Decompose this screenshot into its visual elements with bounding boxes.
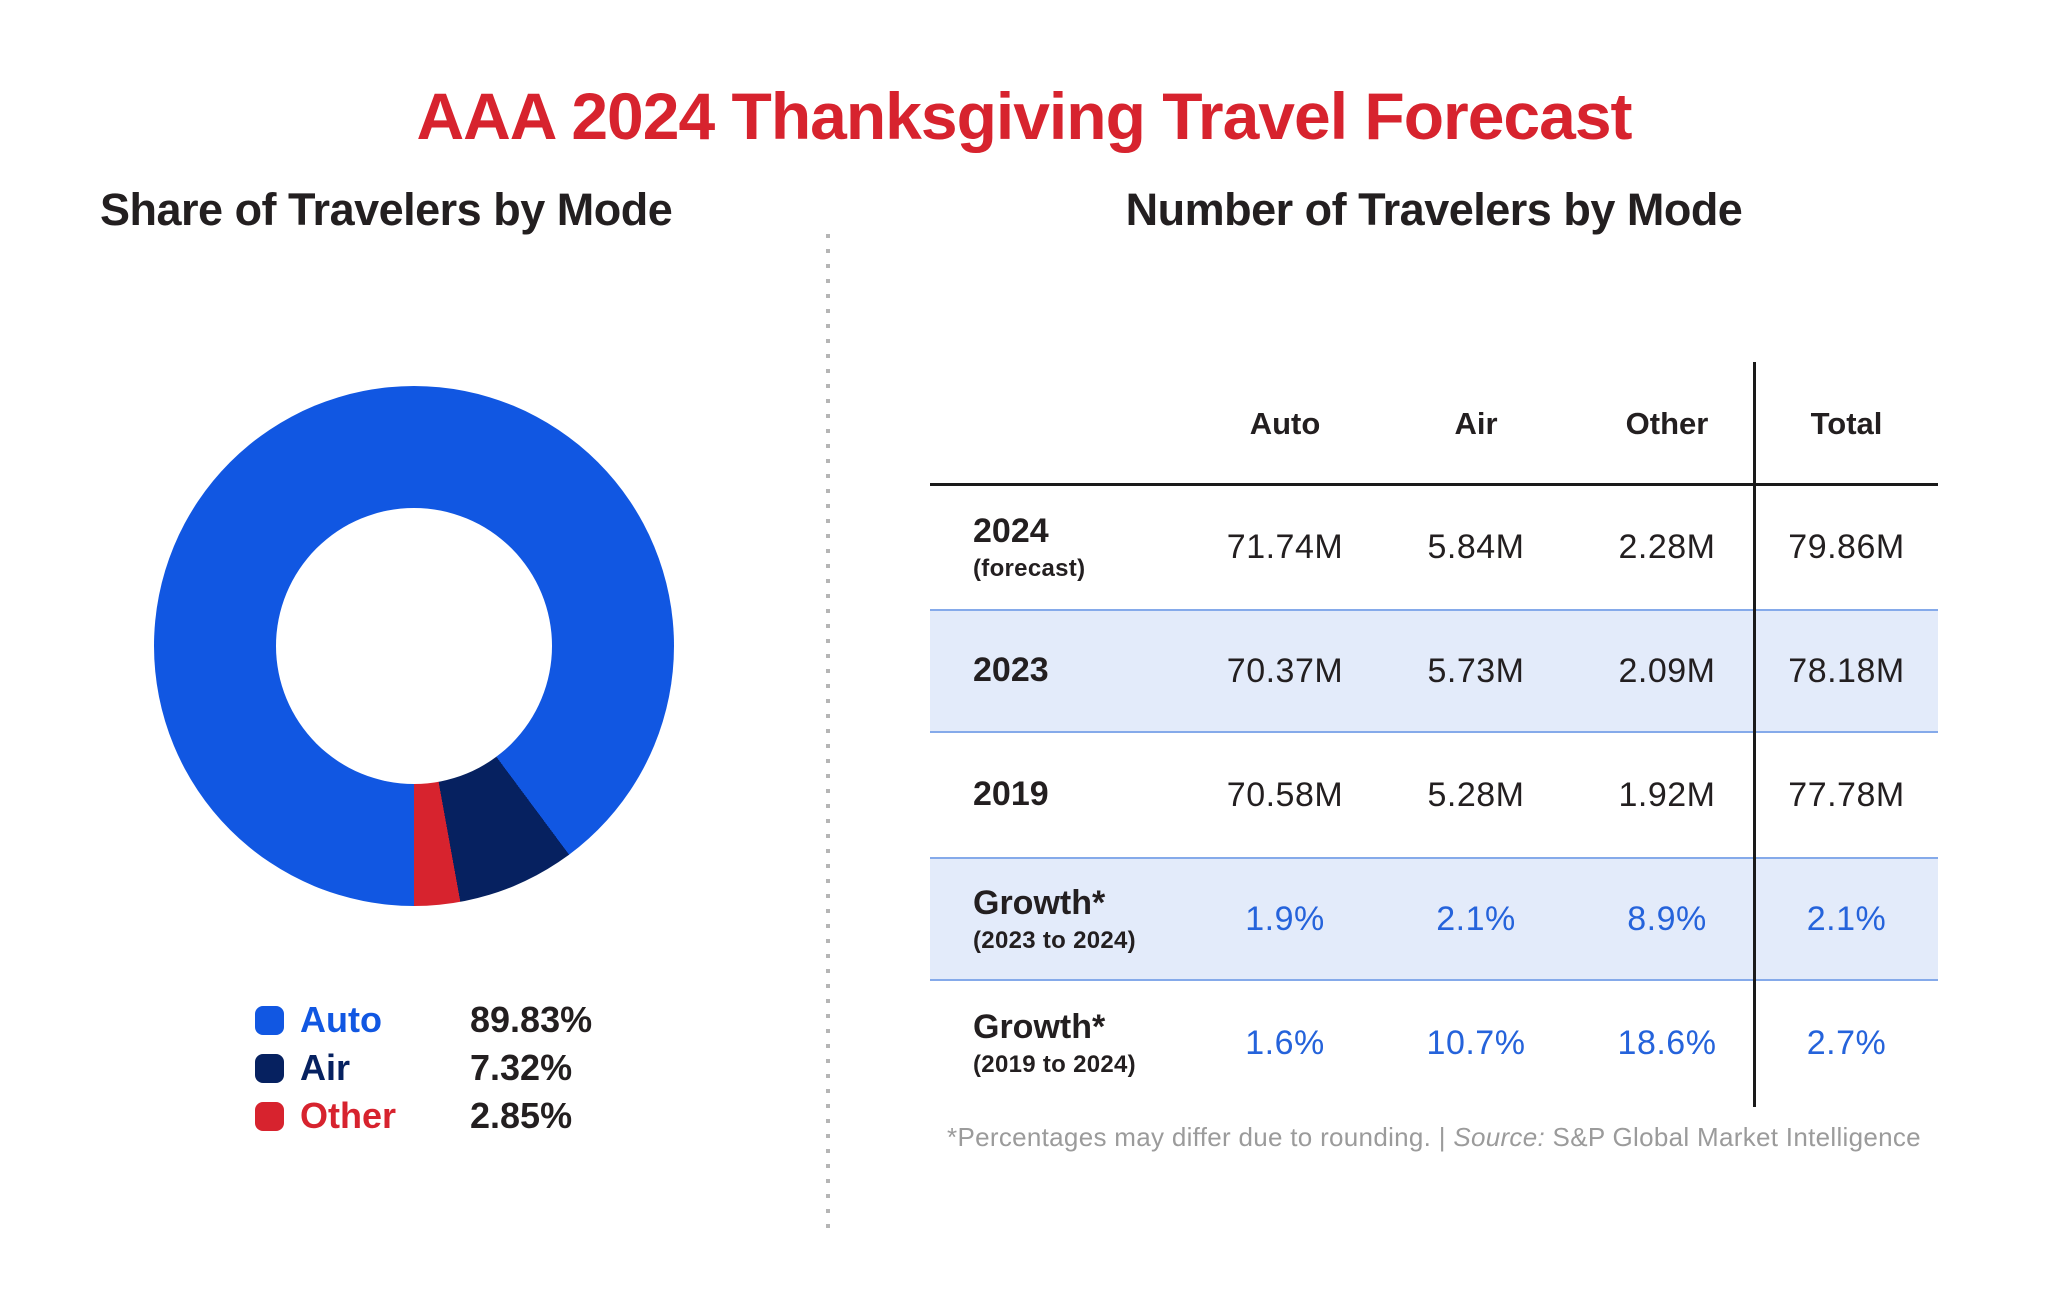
table-cell: 2.1% bbox=[1806, 899, 1887, 938]
table-body: 2024 (forecast) 71.74M 5.84M 2.28M 79.86M 2023… bbox=[930, 485, 1938, 1105]
table-cell: 79.86M bbox=[1788, 527, 1905, 566]
table-cell: 2.1% bbox=[1436, 899, 1516, 938]
table-cell: 2.7% bbox=[1806, 1023, 1887, 1062]
footnote-source-text: S&P Global Market Intelligence bbox=[1545, 1122, 1921, 1152]
table-cell: 1.9% bbox=[1245, 899, 1325, 938]
table-cell: 2.09M bbox=[1618, 651, 1716, 690]
legend-value: 7.32% bbox=[470, 1047, 573, 1088]
table-cell: 5.28M bbox=[1427, 775, 1525, 814]
row-label-cell: Growth* (2019 to 2024) bbox=[930, 1008, 1197, 1079]
table-row: 2024 (forecast) 71.74M 5.84M 2.28M 79.86M bbox=[930, 485, 1938, 609]
table-cell: 70.37M bbox=[1226, 651, 1344, 690]
dotted-divider bbox=[826, 234, 830, 1228]
row-label-cell: 2024 (forecast) bbox=[930, 512, 1197, 583]
legend-swatch bbox=[255, 1053, 284, 1083]
table-cell: 1.6% bbox=[1245, 1023, 1325, 1062]
row-label-cell: 2023 bbox=[930, 651, 1197, 690]
column-header-other: Other bbox=[1625, 405, 1709, 441]
table-cell: 2.28M bbox=[1618, 527, 1716, 566]
row-label: 2019 bbox=[973, 775, 1049, 814]
donut-chart bbox=[154, 386, 674, 906]
legend-item-other: Other 2.85% bbox=[255, 1095, 592, 1136]
table-row: 2019 70.58M 5.28M 1.92M 77.78M bbox=[930, 733, 1938, 857]
row-label: Growth* bbox=[973, 883, 1106, 922]
legend-value: 2.85% bbox=[470, 1095, 573, 1136]
row-label-cell: Growth* (2023 to 2024) bbox=[930, 884, 1197, 955]
total-column-rule bbox=[1753, 362, 1756, 1107]
donut-legend: Auto 89.83% Air 7.32% Other 2.85% bbox=[255, 999, 593, 1144]
row-label: 2024 bbox=[973, 511, 1049, 550]
legend-label: Air bbox=[300, 1047, 351, 1088]
table-cell: 18.6% bbox=[1617, 1023, 1717, 1062]
legend-item-air: Air 7.32% bbox=[255, 1047, 592, 1088]
legend-value: 89.83% bbox=[470, 999, 593, 1040]
legend-label: Auto bbox=[300, 999, 382, 1040]
travelers-table: Auto Air Other Total 2024 (forecast) 71.74M 5.… bbox=[930, 362, 1938, 1105]
row-sublabel: (2023 to 2024) bbox=[973, 926, 1136, 954]
table-section-heading: Number of Travelers by Mode bbox=[1125, 184, 1743, 235]
table-cell: 8.9% bbox=[1627, 899, 1707, 938]
table-cell: 10.7% bbox=[1426, 1023, 1526, 1062]
footnote: *Percentages may differ due to rounding.… bbox=[930, 1122, 1938, 1153]
row-label: Growth* bbox=[973, 1007, 1106, 1046]
page-title: AAA 2024 Thanksgiving Travel Forecast bbox=[416, 79, 1632, 153]
footnote-source-label: Source: bbox=[1453, 1122, 1546, 1152]
table-cell: 5.84M bbox=[1427, 527, 1525, 566]
table-cell: 78.18M bbox=[1788, 651, 1905, 690]
row-sublabel: (forecast) bbox=[973, 554, 1086, 582]
column-header-total: Total bbox=[1810, 405, 1883, 441]
table-header-rule bbox=[930, 483, 1938, 486]
table-cell: 1.92M bbox=[1618, 775, 1716, 814]
legend-item-auto: Auto 89.83% bbox=[255, 999, 593, 1040]
table-header-row: Auto Air Other Total bbox=[930, 362, 1938, 485]
legend-swatch bbox=[255, 1005, 284, 1035]
row-label-cell: 2019 bbox=[930, 775, 1197, 814]
table-row: Growth* (2023 to 2024) 1.9% 2.1% 8.9% 2.1% bbox=[930, 857, 1938, 981]
footnote-text: *Percentages may differ due to rounding.… bbox=[947, 1122, 1454, 1152]
column-header-air: Air bbox=[1454, 405, 1498, 441]
table-cell: 77.78M bbox=[1788, 775, 1905, 814]
legend-label: Other bbox=[300, 1095, 397, 1136]
table-cell: 71.74M bbox=[1226, 527, 1344, 566]
column-header-auto: Auto bbox=[1249, 405, 1321, 441]
table-cell: 70.58M bbox=[1226, 775, 1344, 814]
table-row: Growth* (2019 to 2024) 1.6% 10.7% 18.6% 2.7% bbox=[930, 981, 1938, 1105]
row-label: 2023 bbox=[973, 651, 1049, 690]
legend-swatch bbox=[255, 1101, 284, 1131]
row-sublabel: (2019 to 2024) bbox=[973, 1050, 1136, 1078]
donut-section-heading: Share of Travelers by Mode bbox=[100, 184, 673, 235]
table-cell: 5.73M bbox=[1427, 651, 1525, 690]
table-row: 2023 70.37M 5.73M 2.09M 78.18M bbox=[930, 609, 1938, 733]
